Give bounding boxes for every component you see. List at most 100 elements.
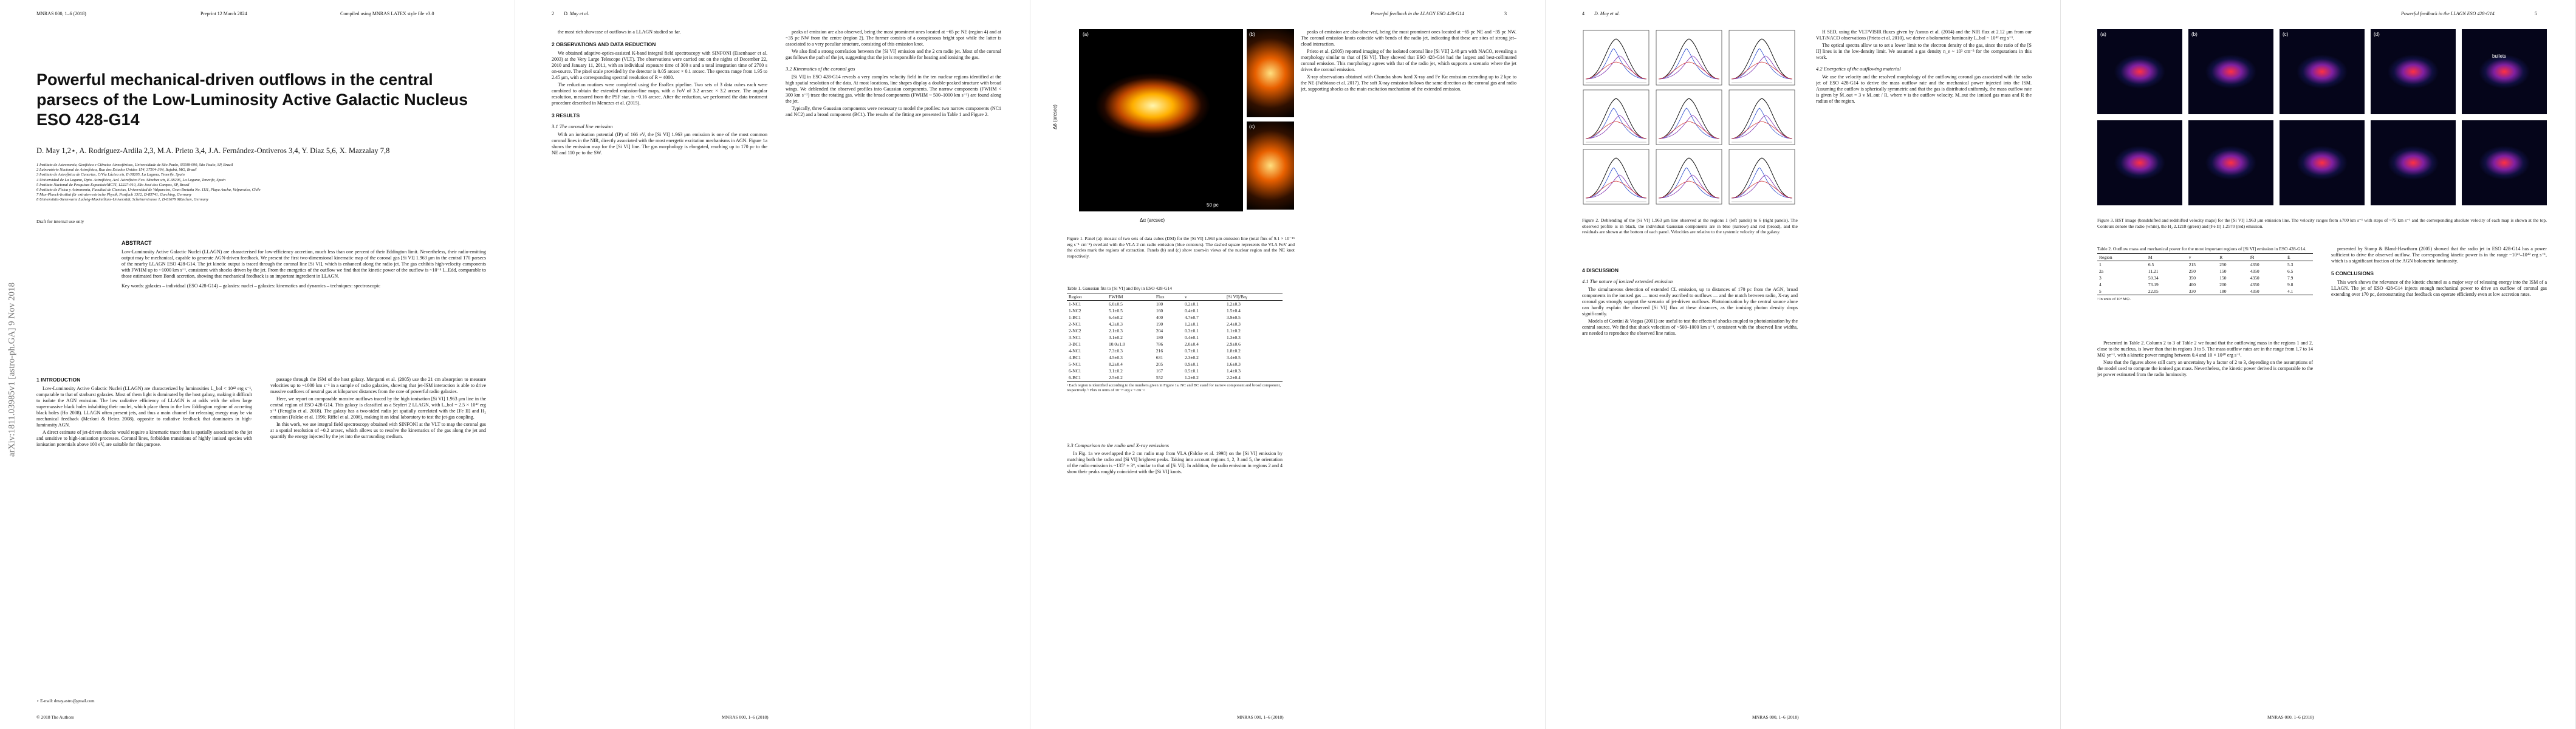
table-row: 1-NC1 6.0±0.5 180 0.2±0.1 1.2±0.3 [1067,301,1283,308]
figure-panel [2280,29,2365,114]
column: H SED, using the VLT/VISIR fluxes given … [1816,29,2032,703]
column: presented by Stamp & Bland-Hawthorn (200… [2331,246,2547,705]
header-preprint: Preprint 12 March 2024 [200,11,247,16]
panel-label: (b) [2191,32,2197,37]
table-cell: 1.8±0.2 [1226,348,1241,354]
scale-bar-label: 50 pc [1207,202,1219,208]
table-row: 6-NC1 3.1±0.2 167 0.5±0.1 1.4±0.3 [1067,368,1283,374]
table-cell: 1.3±0.3 [1226,335,1241,340]
table-cell: 350 [2188,275,2196,281]
paragraph: A direct estimate of jet-driven shocks w… [36,430,252,447]
column: peaks of emission are also observed, bei… [786,29,1001,703]
table-cell: 3-BC1 [1069,341,1081,347]
figure-panel [2462,29,2547,114]
paragraph: Here, we report on comparable massive ou… [270,396,486,420]
table-cell: 22.05 [2148,289,2159,294]
table-cell: 3.4±0.5 [1226,355,1241,360]
section-heading: 2 OBSERVATIONS AND DATA REDUCTION [552,41,656,47]
list-item: 7 Max-Planck-Institut für extraterrestri… [36,193,192,197]
table-cell: 7.9 [2287,275,2293,281]
table-cell: 180 [2219,289,2227,294]
running-head: D. May et al. [564,11,589,16]
table-cell: 216 [1156,348,1163,354]
table-cell: 2.1±0.3 [1109,328,1123,334]
column: 3.3 Comparison to the radio and X-ray em… [1067,437,1283,705]
table-cell: 1.2±0.2 [1185,375,1199,380]
table-cell: 6.4±0.2 [1109,315,1123,320]
table-cell: 3.9±0.5 [1226,315,1241,320]
draft-note: Draft for internal use only [36,219,84,224]
table-cell: 4350 [2250,269,2259,274]
column-header: Region [2099,255,2112,260]
table-row: 2a 11.21 250 150 4350 6.5 [2097,268,2313,275]
table-cell: 0.7±0.1 [1185,348,1199,354]
y-axis-label: Δδ (arcsec) [1052,104,1058,129]
table-row: 1 6.5 215 250 4350 5.3 [2097,261,2313,269]
paragraph: Note that the figures above still carry … [2097,360,2313,377]
table-cell: 4.7±0.7 [1185,315,1199,320]
table-cell: 250 [2219,262,2227,267]
column: Presented in Table 2. Column 2 to 3 of T… [2097,340,2313,705]
figure-panel [1079,29,1243,211]
page-number: 3 [1504,11,1507,16]
paragraph: presented by Stamp & Bland-Hawthorn (200… [2331,246,2547,264]
figure: (a) (b) (c) (d) bullets [2097,29,2547,211]
table-row: 6-BC1 2.5±0.2 552 1.2±0.2 2.2±0.4 [1067,374,1283,382]
footer: MNRAS 000, 1–6 (2018) [1237,714,1284,720]
section-heading: 4 DISCUSSION [1582,267,1619,273]
table-cell: 3-NC1 [1069,335,1081,340]
table-row: 4 73.19 400 200 4350 9.8 [2097,281,2313,288]
list-item: 2 Laboratório Nacional de Astrofísica, R… [36,168,197,173]
header-journal: MNRAS 000, 1–6 (2018) [36,11,86,16]
list-item: 1 Instituto de Astronomia, Geofísica e C… [36,163,233,167]
table-cell: 7.3±0.3 [1109,348,1123,354]
affiliations: 1 Instituto de Astronomia, Geofísica e C… [36,163,486,203]
column: passage through the ISM of the host gala… [270,377,486,705]
paragraph: In Fig. 1a we overlapped the 2 cm radio … [1067,451,1283,474]
figure-panel [2097,29,2182,114]
table-cell: 1.2±0.1 [1185,321,1199,327]
paragraph: The simultaneous detection of extended C… [1582,287,1798,317]
table-cell: 250 [2188,269,2196,274]
table-body: 1-NC1 6.0±0.5 180 0.2±0.1 1.2±0.3 1-NC2 5.1±0.… [1067,301,1283,382]
column-header: R [2219,255,2223,260]
table-cell: 205 [1156,361,1163,367]
table-head: Region FWHM Flux v [Si VI]/Brγ [1067,293,1283,301]
table-cell: 5.1±0.5 [1109,308,1123,313]
table-cell: 2.0±0.4 [1185,341,1199,347]
paragraph: The reduction routines were completed us… [552,82,767,106]
paragraph: In this work, we use integral field spec… [270,422,486,439]
table-notes: ᵃ In units of 10⁴ M⊙. [2097,297,2131,301]
table-cell: 4350 [2250,262,2259,267]
paragraph: the most rich showcase of outflows in a … [558,29,681,35]
page: Powerful feedback in the LLAGN ESO 428-G… [1030,0,1546,729]
table-cell: 4350 [2250,282,2259,287]
table-cell: 200 [2219,282,2227,287]
subsection-heading: 4.2 Energetics of the outflowing materia… [1816,66,1901,72]
figure-caption: Figure 1. Panel (a): mosaic of two sets … [1067,236,1295,259]
table-row: 2-NC1 4.3±0.3 190 1.2±0.1 2.4±0.3 [1067,321,1283,327]
table-cell: 0.9±0.1 [1185,361,1199,367]
table-cell: 0.2±0.1 [1185,301,1199,307]
figure-panel [2371,120,2456,205]
figure-panel [2280,120,2365,205]
table-cell: 11.21 [2148,269,2159,274]
column: the most rich showcase of outflows in a … [552,29,767,703]
page-number: 4 [1582,11,1584,16]
annotation: bullets [2492,53,2507,59]
paragraph: X-ray observations obtained with Chandra… [1301,74,1516,92]
table-cell: 1.4±0.3 [1226,368,1241,374]
footer: MNRAS 000, 1–6 (2018) [2267,714,2314,720]
figure-panel [2371,29,2456,114]
authors: D. May 1,2⋆, A. Rodríguez-Ardila 2,3, M.… [36,146,390,155]
table-row: 4-NC1 7.3±0.3 216 0.7±0.1 1.8±0.2 [1067,347,1283,354]
table-row: 1-BC1 6.4±0.2 400 4.7±0.7 3.9±0.5 [1067,314,1283,321]
figure-panel [1247,122,1294,210]
list-item: 4 Universidad de La Laguna, Dpto. Astrof… [36,177,226,182]
table-cell: 4.5±0.3 [1109,355,1123,360]
table-cell: 400 [1156,315,1163,320]
table-cell: 1.1±0.2 [1226,328,1241,334]
page: 2 D. May et al. the most rich showcase o… [515,0,1030,729]
list-item: 6 Instituto de Física y Astronomía, Facu… [36,188,261,193]
